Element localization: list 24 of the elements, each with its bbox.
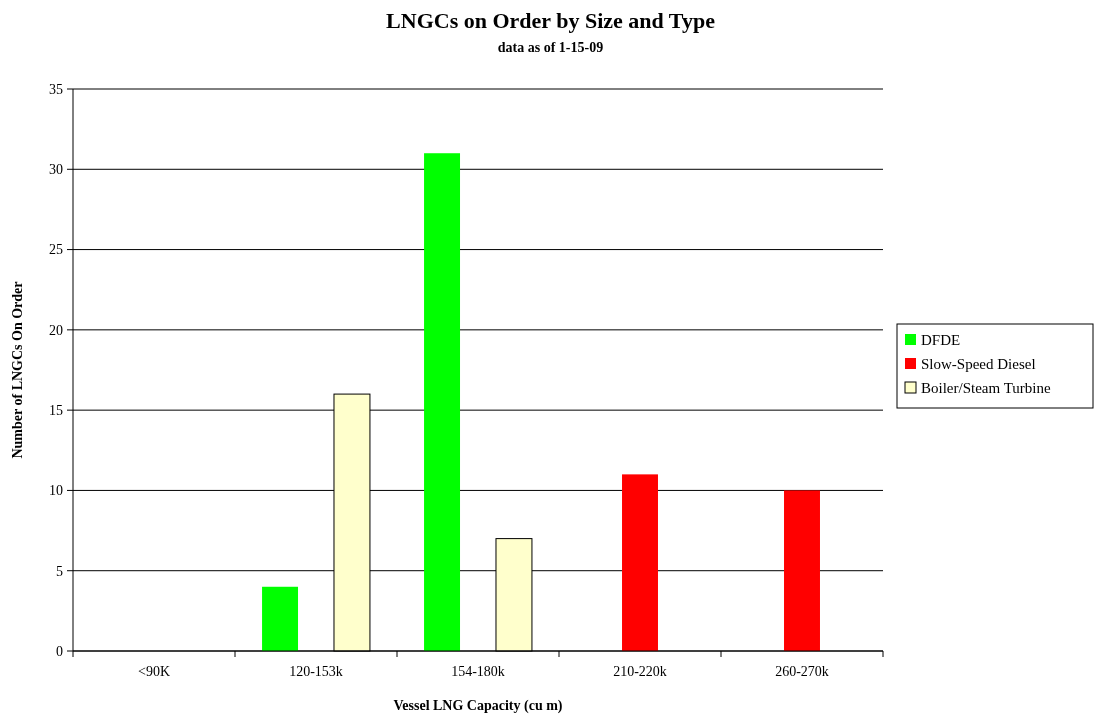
- bar: [262, 586, 299, 651]
- bar: [424, 153, 461, 651]
- x-tick-label: <90K: [137, 664, 171, 679]
- chart-subtitle: data as of 1-15-09: [497, 40, 604, 55]
- legend-label: Boiler/Steam Turbine: [921, 380, 1051, 397]
- x-tick-label: 210-220k: [613, 664, 667, 679]
- y-tick-label: 30: [49, 162, 63, 178]
- y-tick-label: 25: [49, 242, 63, 258]
- y-tick-label: 15: [49, 403, 63, 419]
- y-tick-label: 0: [56, 643, 63, 659]
- x-tick-label: 260-270k: [775, 664, 829, 679]
- y-tick-label: 20: [49, 322, 63, 338]
- chart-title: LNGCs on Order by Size and Type: [386, 8, 716, 33]
- bar: [622, 474, 658, 651]
- x-axis-title: Vessel LNG Capacity (cu m): [393, 698, 563, 714]
- x-tick-label: 120-153k: [289, 664, 343, 679]
- y-tick-label: 35: [49, 81, 63, 97]
- y-axis-title: Number of LNGCs On Order: [10, 281, 25, 459]
- y-tick-label: 10: [49, 483, 63, 499]
- legend-label: DFDE: [921, 332, 961, 349]
- x-tick-label: 154-180k: [451, 664, 505, 679]
- y-tick-label: 5: [56, 563, 63, 579]
- bar: [784, 490, 820, 651]
- legend-label: Slow-Speed Diesel: [921, 356, 1036, 373]
